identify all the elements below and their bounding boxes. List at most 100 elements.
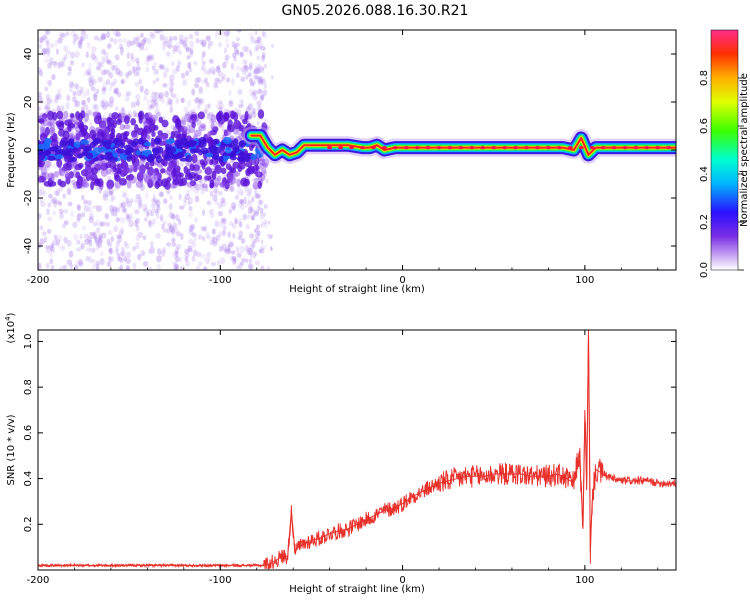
noise-blob — [237, 184, 243, 191]
signal-blob — [263, 162, 268, 169]
noise-blob — [250, 36, 256, 44]
noise-blob — [81, 62, 85, 68]
noise-blob — [191, 241, 197, 248]
ridge-peak — [359, 146, 365, 150]
noise-blob — [156, 205, 161, 213]
y-tick-label: 40 — [23, 48, 34, 61]
noise-blob — [202, 266, 208, 270]
signal-blob — [104, 133, 111, 140]
noise-blob — [158, 64, 164, 69]
signal-blob — [130, 164, 139, 172]
noise-blob — [88, 62, 92, 70]
noise-blob — [50, 264, 55, 270]
noise-blob — [98, 234, 102, 240]
noise-blob — [215, 30, 220, 36]
signal-blob — [146, 113, 152, 119]
noise-blob — [73, 33, 79, 41]
signal-blob — [201, 183, 208, 189]
noise-blob — [238, 98, 243, 104]
noise-blob — [86, 88, 90, 96]
noise-blob — [69, 85, 73, 93]
noise-blob — [183, 196, 187, 203]
noise-blob — [108, 261, 112, 268]
signal-blob — [153, 138, 161, 145]
noise-blob — [200, 253, 206, 260]
noise-blob — [201, 184, 206, 192]
noise-blob — [232, 52, 237, 59]
noise-blob — [194, 77, 200, 84]
noise-blob — [172, 261, 177, 267]
noise-blob — [81, 212, 86, 218]
noise-blob — [182, 40, 188, 48]
noise-blob — [153, 68, 159, 75]
noise-blob — [48, 79, 53, 87]
ridge-peak — [458, 146, 464, 150]
noise-blob — [100, 32, 107, 40]
noise-blob — [258, 249, 262, 254]
noise-blob — [147, 135, 152, 140]
signal-blob — [188, 123, 196, 134]
noise-blob — [248, 258, 253, 264]
noise-blob — [188, 211, 194, 218]
noise-blob — [90, 86, 96, 92]
signal-blob — [42, 114, 49, 122]
noise-blob — [220, 200, 227, 208]
noise-blob — [242, 70, 247, 75]
noise-blob — [108, 247, 113, 254]
noise-blob — [58, 185, 63, 192]
signal-blob — [236, 156, 246, 162]
signal-blob — [219, 143, 226, 151]
noise-blob — [46, 164, 50, 171]
noise-blob — [88, 256, 92, 264]
signal-blob — [135, 149, 142, 156]
noise-blob — [44, 57, 50, 64]
noise-blob — [106, 43, 112, 49]
noise-blob — [135, 42, 141, 48]
noise-blob — [156, 263, 161, 270]
signal-blob — [216, 175, 222, 182]
noise-blob — [113, 87, 119, 94]
signal-blob — [129, 174, 135, 181]
noise-blob — [105, 102, 110, 109]
noise-blob — [238, 230, 244, 237]
noise-blob — [232, 232, 236, 239]
noise-blob — [217, 201, 223, 209]
noise-blob — [89, 74, 94, 80]
noise-blob — [109, 247, 113, 255]
noise-blob — [225, 43, 230, 48]
noise-blob — [175, 97, 180, 104]
noise-blob — [156, 255, 162, 263]
noise-blob — [107, 175, 112, 181]
noise-blob — [45, 40, 50, 45]
noise-blob — [172, 250, 178, 258]
noise-blob — [79, 233, 83, 240]
noise-blob — [256, 89, 262, 95]
noise-blob — [63, 54, 68, 61]
signal-blob — [232, 161, 240, 169]
y-multiplier-base: (x10 — [6, 321, 17, 344]
noise-blob — [253, 95, 258, 101]
ridge — [242, 126, 676, 164]
noise-blob — [256, 193, 262, 199]
noise-blob — [164, 67, 170, 73]
noise-blob — [154, 198, 160, 203]
x-tick-label: 0 — [399, 575, 405, 586]
noise-blob — [152, 194, 156, 202]
signal-blob — [113, 152, 119, 158]
signal-blob — [153, 170, 159, 181]
noise-blob — [153, 98, 158, 106]
noise-blob — [87, 236, 92, 243]
noise-blob — [130, 56, 136, 63]
noise-blob — [106, 238, 111, 246]
noise-blob — [115, 32, 122, 37]
noise-blob — [179, 163, 184, 169]
noise-blob — [256, 224, 261, 230]
noise-blob — [127, 70, 133, 76]
noise-blob — [161, 45, 166, 51]
noise-blob — [149, 246, 155, 255]
noise-blob — [252, 159, 255, 164]
signal-blob — [193, 173, 200, 182]
noise-blob — [174, 262, 179, 269]
signal-blob — [38, 177, 42, 184]
signal-blob — [77, 175, 83, 186]
